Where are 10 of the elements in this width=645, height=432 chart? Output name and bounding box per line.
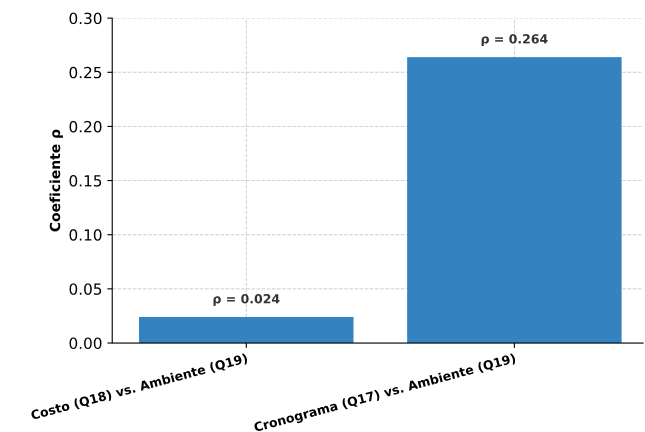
y-tick-label: 0.10 xyxy=(70,229,102,241)
data-label: ρ = 0.264 xyxy=(482,34,548,46)
y-tick-label: 0.30 xyxy=(70,12,102,24)
y-axis-title: Coeficiente ρ xyxy=(49,130,63,232)
y-tick-label: 0.15 xyxy=(70,175,102,187)
y-tick-label: 0.05 xyxy=(70,283,102,295)
data-label: ρ = 0.024 xyxy=(214,294,280,306)
y-tick-label: 0.00 xyxy=(70,337,102,350)
y-tick-label: 0.25 xyxy=(70,66,102,78)
y-tick-label: 0.20 xyxy=(70,120,102,132)
